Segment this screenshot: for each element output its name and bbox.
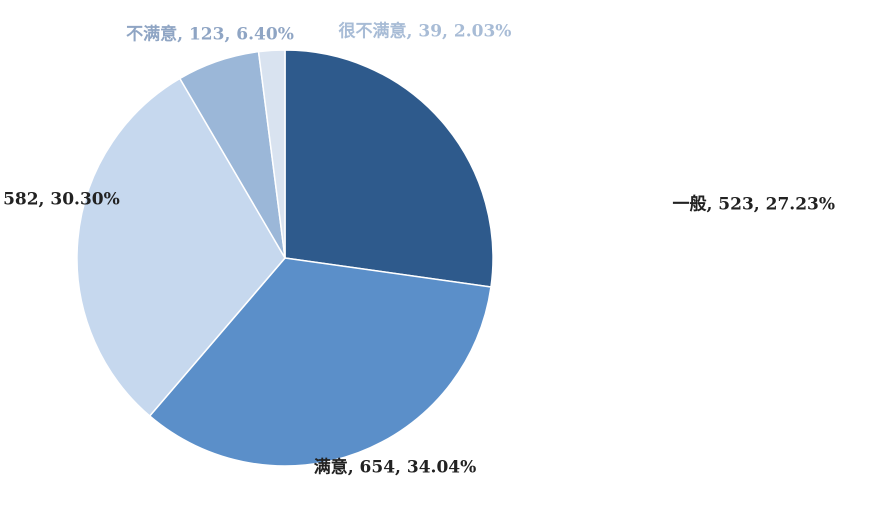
- pie-slice: [76, 77, 286, 418]
- data-label: 不满意, 123, 6.40%: [126, 24, 294, 45]
- pie-slice: [148, 257, 492, 467]
- data-label: 很满意, 582, 30.30%: [0, 189, 120, 210]
- pie-slice: [257, 49, 286, 259]
- data-label: 很不满意, 39, 2.03%: [339, 21, 512, 42]
- data-label: 满意, 654, 34.04%: [314, 457, 477, 478]
- pie-slice: [284, 49, 494, 288]
- data-label: 一般, 523, 27.23%: [672, 194, 835, 215]
